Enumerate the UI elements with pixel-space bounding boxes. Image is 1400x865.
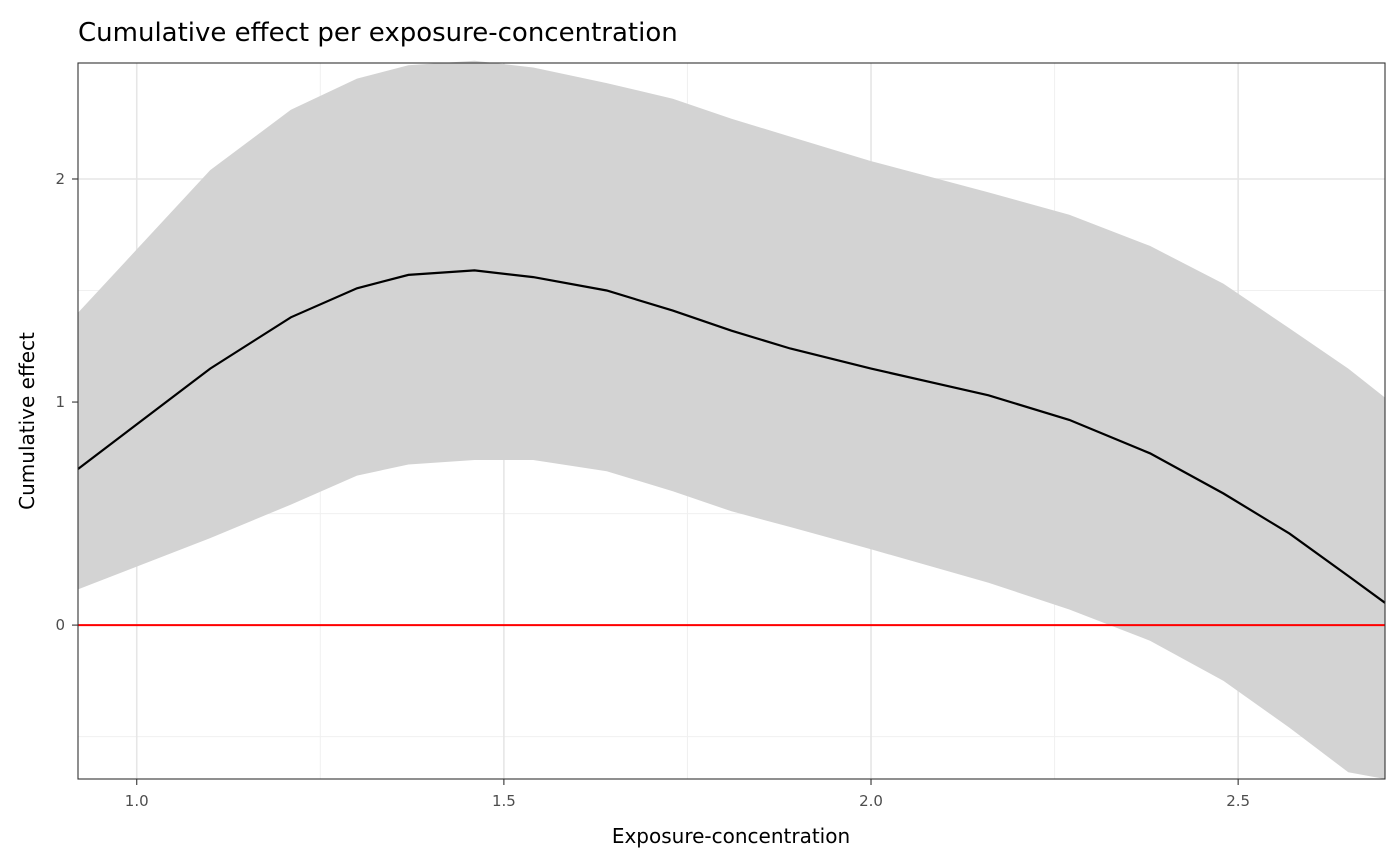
x-tick-label: 1.0 — [125, 792, 149, 810]
x-tick-label: 1.5 — [492, 792, 516, 810]
chart-title: Cumulative effect per exposure-concentra… — [78, 18, 678, 48]
x-tick-label: 2.5 — [1226, 792, 1250, 810]
x-axis: 1.0 1.5 2.0 2.5 — [125, 779, 1250, 810]
y-tick-label: 2 — [55, 170, 65, 188]
y-axis: 0 1 2 — [55, 170, 78, 634]
plot-panel-border — [77, 62, 1386, 780]
effect-line — [77, 269, 1386, 604]
y-tick-label: 1 — [55, 393, 65, 411]
y-tick-label: 0 — [55, 616, 65, 634]
x-axis-title: Exposure-concentration — [612, 824, 850, 848]
confidence-band — [78, 60, 1385, 780]
y-axis-title: Cumulative effect — [15, 332, 39, 510]
x-tick-label: 2.0 — [859, 792, 883, 810]
